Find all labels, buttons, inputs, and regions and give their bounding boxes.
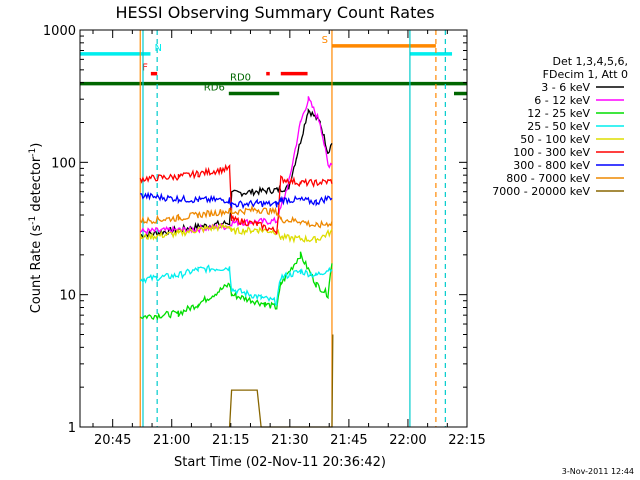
y-tick-label: 10 — [59, 289, 76, 304]
x-tick-label: 21:45 — [330, 433, 367, 448]
y-tick-label: 1000 — [43, 24, 76, 39]
legend-label: 25 - 50 keV — [527, 120, 590, 133]
plot-frame — [79, 29, 468, 428]
mode-vertical-lines — [139, 30, 446, 427]
y-tick-label: 100 — [51, 156, 76, 171]
flag-label-n: N — [154, 43, 161, 54]
legend: Det 1,3,4,5,6,FDecim 1, Att 03 - 6 keV6 … — [492, 55, 628, 198]
x-tick-label: 22:15 — [448, 433, 485, 448]
chart-title: HESSI Observing Summary Count Rates — [115, 3, 434, 22]
series-line-6 — [140, 191, 333, 210]
legend-label: 300 - 800 keV — [513, 159, 590, 172]
legend-label: 12 - 25 keV — [527, 107, 590, 120]
flag-label-f: F — [142, 63, 148, 74]
series-line-1 — [139, 96, 333, 236]
x-tick-label: 22:00 — [389, 433, 426, 448]
series-lines — [139, 96, 334, 428]
x-tick-label: 21:15 — [212, 433, 249, 448]
series-line-8 — [228, 334, 334, 428]
date-stamp: 3-Nov-2011 12:44 — [562, 467, 634, 476]
series-line-7 — [139, 204, 333, 229]
legend-label: 50 - 100 keV — [520, 133, 590, 146]
legend-label: 800 - 7000 keV — [506, 172, 590, 185]
legend-label: 100 - 300 keV — [513, 146, 590, 159]
flag-bars: N S F RD0 RD6 — [80, 35, 467, 96]
x-axis-ticks: 20:45 21:00 21:15 21:30 21:45 22:00 22:15 — [92, 30, 486, 448]
flag-label-rd0: RD0 — [230, 73, 251, 84]
x-tick-label: 20:45 — [94, 433, 131, 448]
y-axis-label: Count Rate (s-1 detector-1) — [28, 143, 44, 314]
series-line-2 — [139, 251, 333, 321]
legend-label: 7000 - 20000 keV — [492, 185, 590, 198]
flag-label-rd6: RD6 — [204, 83, 225, 94]
series-line-3 — [139, 264, 333, 306]
legend-header-line: FDecim 1, Att 0 — [543, 68, 628, 81]
series-line-0 — [139, 107, 333, 240]
y-tick-label: 1 — [68, 421, 76, 436]
legend-label: 3 - 6 keV — [541, 81, 590, 94]
series-line-4 — [139, 223, 333, 244]
series-line-5 — [139, 163, 333, 235]
x-tick-label: 21:30 — [271, 433, 308, 448]
flag-label-s: S — [322, 35, 328, 46]
legend-header-line: Det 1,3,4,5,6, — [552, 55, 628, 68]
x-tick-label: 21:00 — [153, 433, 190, 448]
y-axis-ticks: 1 10 100 1000 — [43, 24, 467, 436]
x-axis-label: Start Time (02-Nov-11 20:36:42) — [174, 455, 386, 470]
legend-label: 6 - 12 keV — [534, 94, 590, 107]
